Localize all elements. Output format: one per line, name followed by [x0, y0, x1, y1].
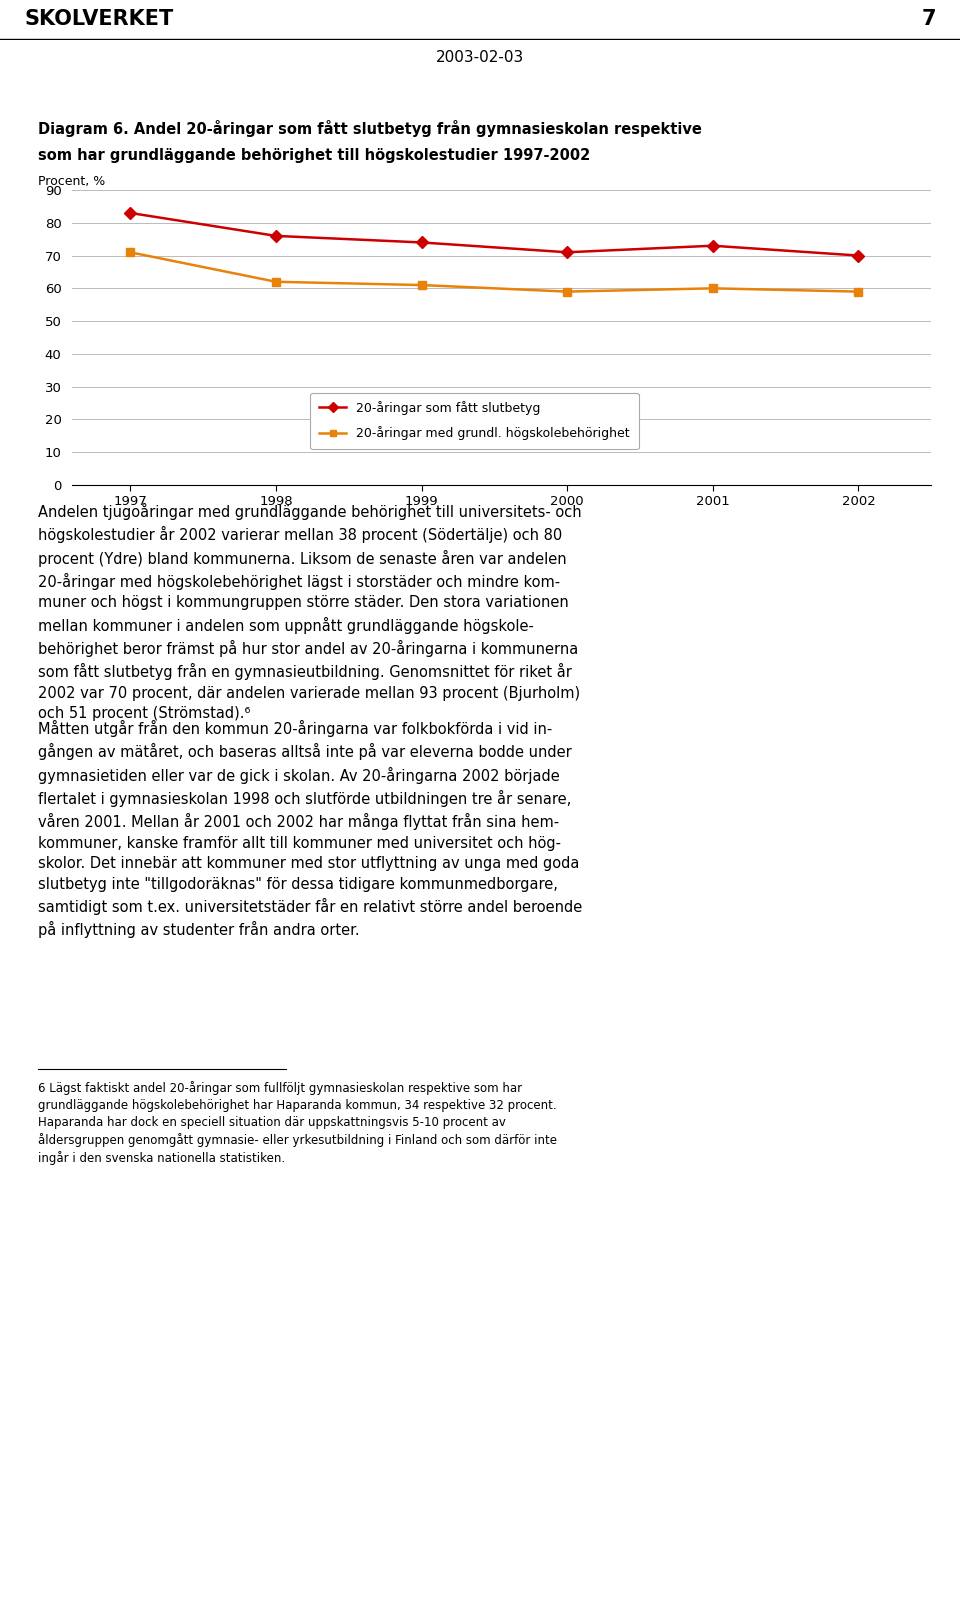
- Text: 2003-02-03: 2003-02-03: [436, 50, 524, 64]
- Text: Diagram 6. Andel 20-åringar som fått slutbetyg från gymnasieskolan respektive: Diagram 6. Andel 20-åringar som fått slu…: [38, 120, 703, 136]
- Text: SKOLVERKET: SKOLVERKET: [24, 10, 173, 29]
- Text: 6 Lägst faktiskt andel 20-åringar som fullföljt gymnasieskolan respektive som ha: 6 Lägst faktiskt andel 20-åringar som fu…: [38, 1081, 558, 1165]
- Text: 7: 7: [922, 10, 936, 29]
- Text: Andelen tjugoåringar med grundläggande behörighet till universitets- och
högskol: Andelen tjugoåringar med grundläggande b…: [38, 504, 582, 722]
- Text: som har grundläggande behörighet till högskolestudier 1997-2002: som har grundläggande behörighet till hö…: [38, 148, 590, 164]
- Legend: 20-åringar som fått slutbetyg, 20-åringar med grundl. högskolebehörighet: 20-åringar som fått slutbetyg, 20-åringa…: [310, 393, 638, 449]
- Text: Måtten utgår från den kommun 20-åringarna var folkbokförda i vid in-
gången av m: Måtten utgår från den kommun 20-åringarn…: [38, 720, 583, 938]
- Text: Procent, %: Procent, %: [38, 175, 106, 189]
